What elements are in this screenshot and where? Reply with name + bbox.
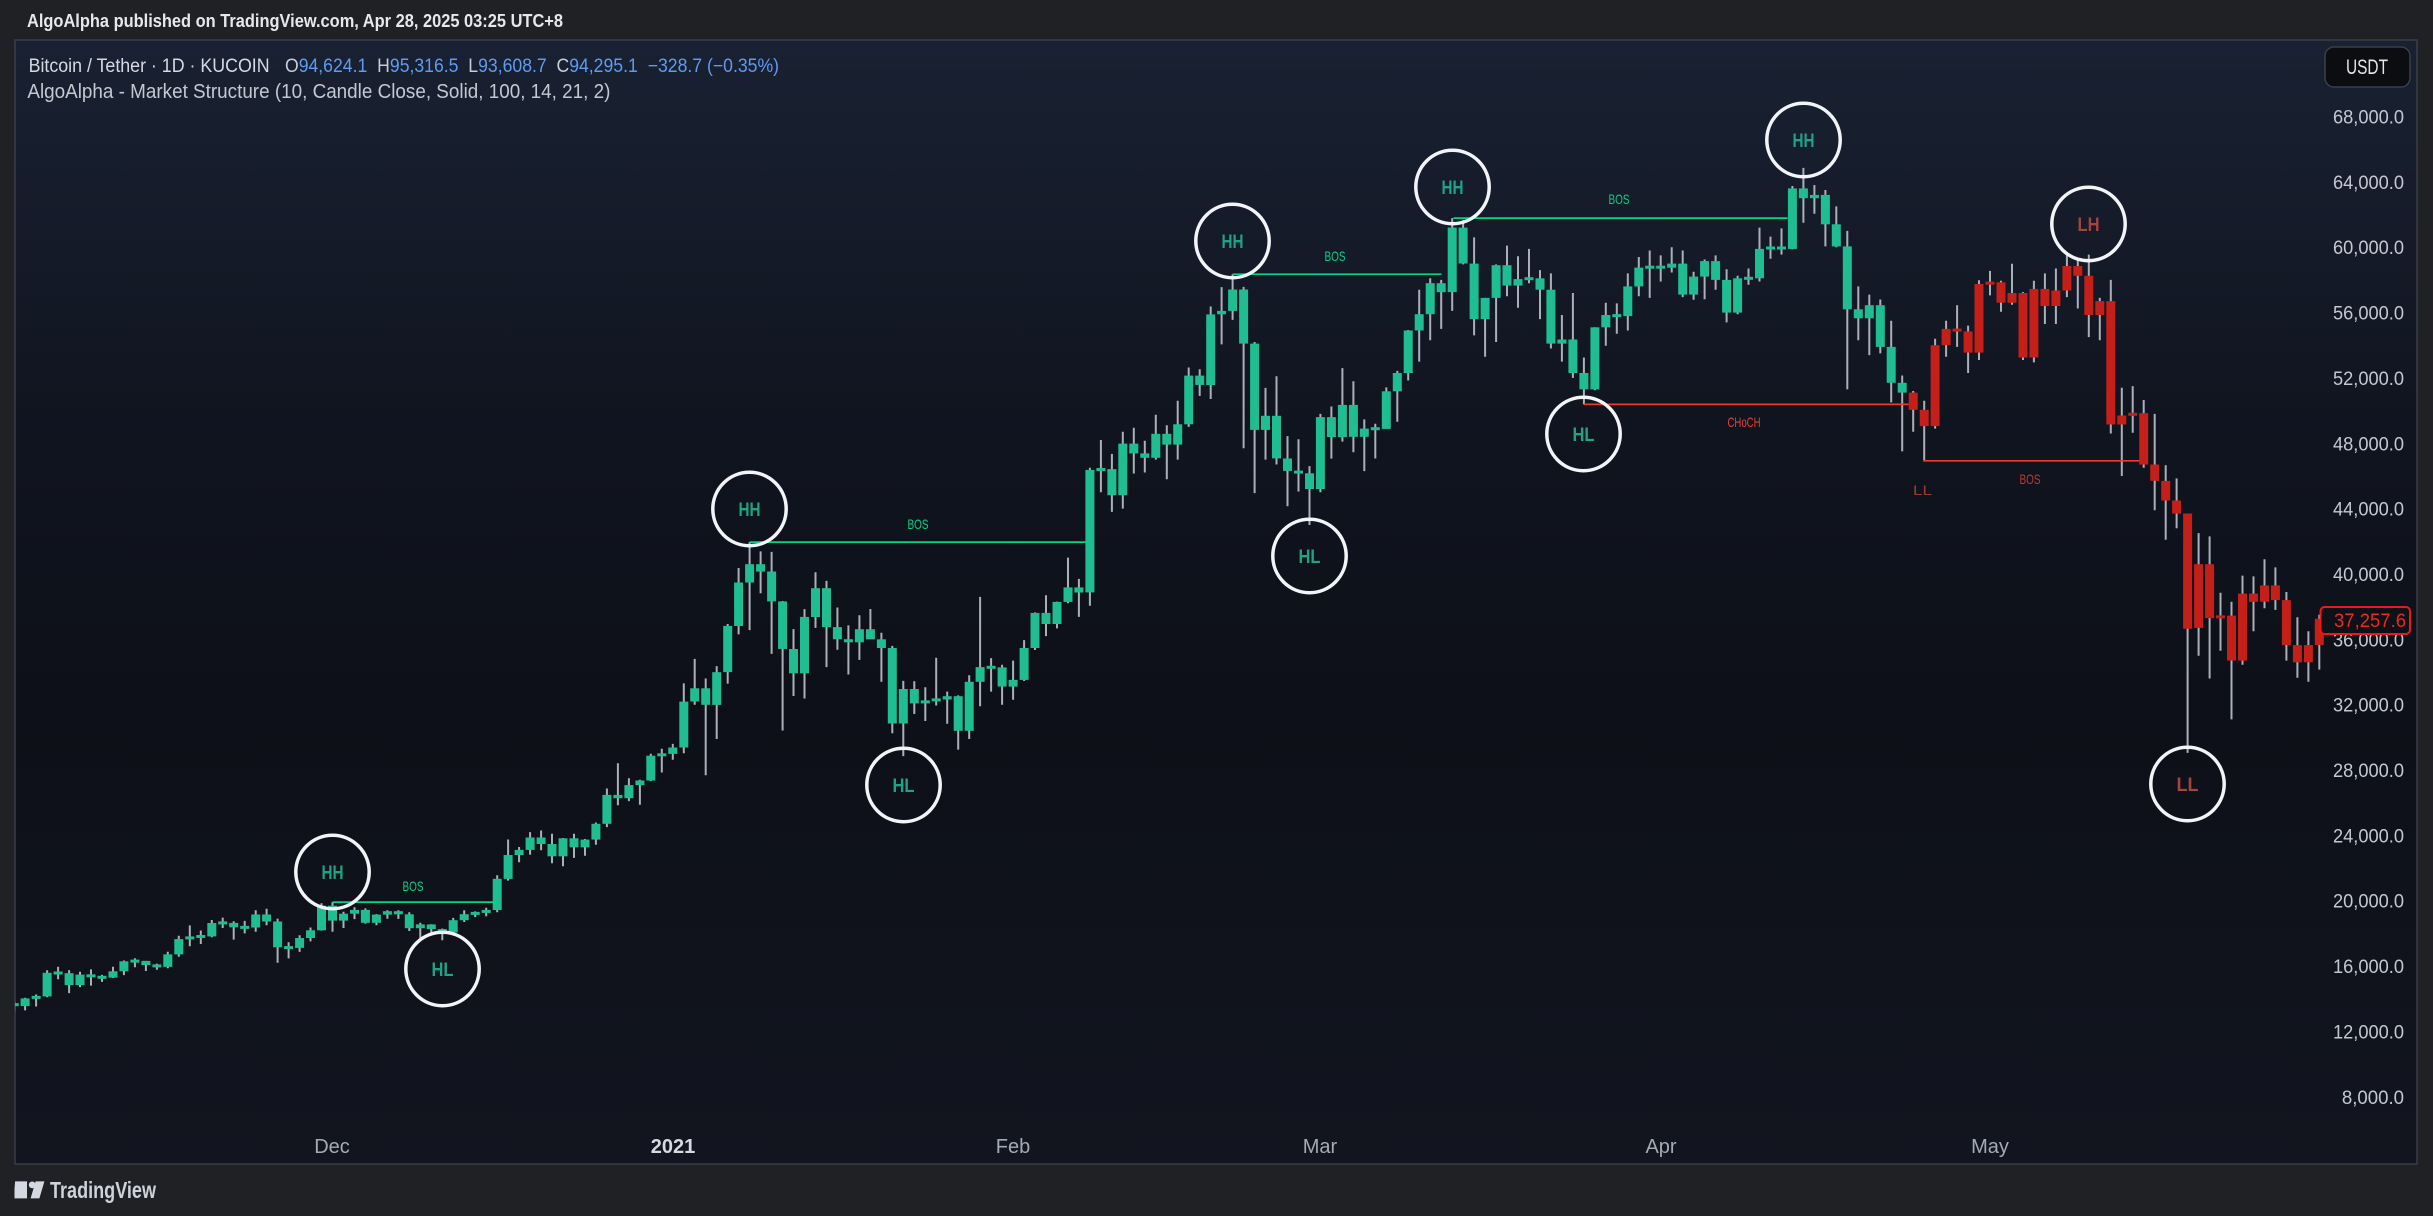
svg-text:LL: LL xyxy=(1913,482,1932,498)
svg-text:56,000.0: 56,000.0 xyxy=(2333,304,2404,325)
svg-text:44,000.0: 44,000.0 xyxy=(2333,500,2404,521)
svg-text:LH: LH xyxy=(2078,215,2100,236)
svg-text:Mar: Mar xyxy=(1303,1136,1338,1158)
svg-text:Dec: Dec xyxy=(314,1136,350,1158)
svg-text:64,000.0: 64,000.0 xyxy=(2333,173,2404,194)
svg-text:BOS: BOS xyxy=(1325,248,1346,264)
svg-text:BOS: BOS xyxy=(403,878,424,894)
svg-text:HH: HH xyxy=(322,863,344,884)
svg-text:60,000.0: 60,000.0 xyxy=(2333,238,2404,259)
svg-text:16,000.0: 16,000.0 xyxy=(2333,957,2404,978)
svg-text:94,295.1: 94,295.1 xyxy=(569,56,638,77)
svg-text:HL: HL xyxy=(1573,425,1595,446)
svg-text:48,000.0: 48,000.0 xyxy=(2333,434,2404,455)
svg-text:40,000.0: 40,000.0 xyxy=(2333,565,2404,586)
svg-text:HH: HH xyxy=(739,500,761,521)
svg-text:C: C xyxy=(557,56,570,77)
svg-text:HH: HH xyxy=(1222,232,1244,253)
svg-text:Feb: Feb xyxy=(996,1136,1030,1158)
svg-text:28,000.0: 28,000.0 xyxy=(2333,761,2404,782)
svg-text:32,000.0: 32,000.0 xyxy=(2333,696,2404,717)
svg-text:BOS: BOS xyxy=(908,516,929,532)
svg-text:36,000.0: 36,000.0 xyxy=(2333,630,2404,651)
svg-text:BOS: BOS xyxy=(2020,471,2041,487)
svg-text:L: L xyxy=(468,56,478,77)
svg-text:12,000.0: 12,000.0 xyxy=(2333,1022,2404,1043)
svg-text:AlgoAlpha published on Trading: AlgoAlpha published on TradingView.com, … xyxy=(27,11,563,31)
svg-text:24,000.0: 24,000.0 xyxy=(2333,826,2404,847)
svg-text:37,257.6: 37,257.6 xyxy=(2334,611,2406,632)
svg-text:O: O xyxy=(285,56,299,77)
svg-text:Apr: Apr xyxy=(1645,1136,1676,1158)
svg-text:8,000.0: 8,000.0 xyxy=(2342,1088,2404,1109)
svg-text:HL: HL xyxy=(432,960,454,981)
svg-text:20,000.0: 20,000.0 xyxy=(2333,892,2404,913)
svg-text:BOS: BOS xyxy=(1609,191,1630,207)
svg-text:TradingView: TradingView xyxy=(50,1177,156,1203)
svg-text:2021: 2021 xyxy=(651,1136,696,1158)
svg-text:CHoCH: CHoCH xyxy=(1728,414,1761,430)
svg-text:94,624.1: 94,624.1 xyxy=(299,56,368,77)
svg-text:HL: HL xyxy=(893,776,915,797)
svg-text:LL: LL xyxy=(2177,775,2199,796)
svg-text:HH: HH xyxy=(1442,178,1464,199)
svg-text:Bitcoin / Tether · 1D · KUCOIN: Bitcoin / Tether · 1D · KUCOIN xyxy=(29,56,270,77)
svg-text:95,316.5: 95,316.5 xyxy=(390,56,459,77)
svg-text:−328.7 (−0.35%): −328.7 (−0.35%) xyxy=(648,56,779,77)
svg-text:H: H xyxy=(377,56,390,77)
svg-text:May: May xyxy=(1971,1136,2009,1158)
svg-text:AlgoAlpha - Market Structure (: AlgoAlpha - Market Structure (10, Candle… xyxy=(27,81,610,103)
svg-text:HH: HH xyxy=(1793,131,1815,152)
svg-text:68,000.0: 68,000.0 xyxy=(2333,108,2404,129)
svg-text:93,608.7: 93,608.7 xyxy=(478,56,547,77)
svg-text:HL: HL xyxy=(1299,547,1321,568)
svg-text:USDT: USDT xyxy=(2346,56,2388,79)
svg-text:52,000.0: 52,000.0 xyxy=(2333,369,2404,390)
